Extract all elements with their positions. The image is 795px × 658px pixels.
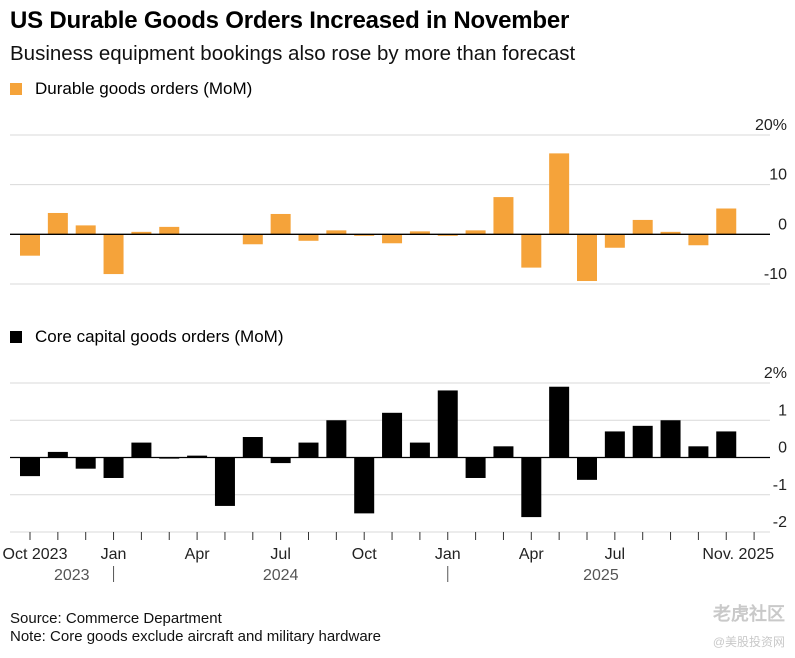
- legend-durable: Durable goods orders (MoM): [10, 79, 252, 99]
- durable-bar: [465, 230, 486, 235]
- durable-bar: [326, 230, 347, 235]
- core-bar: [465, 457, 486, 478]
- core-bar: [326, 420, 347, 458]
- core-bar: [382, 412, 403, 458]
- core-bar: [660, 420, 681, 458]
- core-bar: [270, 457, 291, 464]
- core-bar: [187, 455, 208, 458]
- core-ytick-label: 0: [778, 440, 787, 457]
- durable-bar: [632, 219, 653, 235]
- durable-ytick-label: 20%: [755, 117, 787, 134]
- core-bar: [604, 431, 625, 458]
- legend-durable-swatch: [10, 83, 22, 95]
- core-bar: [549, 386, 570, 458]
- x-year-label: 2024: [263, 567, 299, 584]
- core-bar: [20, 457, 40, 477]
- core-bar: [437, 390, 458, 458]
- x-month-label: Apr: [519, 546, 545, 563]
- core-ytick-label: -2: [773, 514, 787, 531]
- chart-subtitle: Business equipment bookings also rose by…: [10, 42, 576, 65]
- durable-bar: [688, 234, 709, 246]
- durable-bar: [577, 234, 597, 282]
- durable-bar: [409, 231, 430, 235]
- chart-title: US Durable Goods Orders Increased in Nov…: [10, 7, 570, 34]
- x-month-label: Oct 2023: [3, 546, 68, 563]
- durable-bar: [270, 213, 291, 235]
- core-bar: [409, 442, 430, 458]
- durable-bar: [159, 226, 180, 235]
- core-ytick-label: 2%: [764, 365, 787, 382]
- x-month-label: Jan: [101, 546, 127, 563]
- durable-ytick-label: 10: [769, 167, 787, 184]
- watermark-line1: 老虎社区: [713, 604, 785, 624]
- durable-bar: [298, 234, 319, 241]
- x-year-label: 2023: [54, 567, 90, 584]
- x-month-label: Nov. 2025: [702, 546, 774, 563]
- legend-durable-label: Durable goods orders (MoM): [35, 79, 253, 98]
- durable-bar: [493, 197, 514, 235]
- footnote: Note: Core goods exclude aircraft and mi…: [10, 628, 382, 645]
- durable-bar: [604, 234, 625, 248]
- core-bar: [103, 457, 124, 478]
- durable-bar: [521, 234, 542, 268]
- x-month-label: Oct: [352, 546, 377, 563]
- x-month-label: Jul: [605, 546, 625, 563]
- core-bar: [354, 457, 375, 514]
- durable-bar: [75, 225, 96, 235]
- core-bar: [47, 451, 68, 458]
- durable-ytick-label: 0: [778, 216, 787, 233]
- x-month-label: Jul: [270, 546, 290, 563]
- durable-bar: [20, 234, 40, 256]
- core-bar: [298, 442, 319, 458]
- legend-core-label: Core capital goods orders (MoM): [35, 327, 284, 346]
- durable-bar: [103, 234, 124, 275]
- durable-ytick-label: -10: [764, 266, 787, 283]
- watermark-line2: @美股投资网: [712, 635, 785, 649]
- durable-bar: [382, 234, 403, 244]
- core-bar: [131, 442, 152, 458]
- core-bar: [521, 457, 542, 518]
- watermark: 老虎社区 @美股投资网: [713, 600, 785, 656]
- core-bar: [632, 425, 653, 458]
- core-bar: [493, 446, 514, 458]
- core-bar: [214, 457, 235, 506]
- core-bar: [716, 431, 737, 458]
- core-bar: [577, 457, 597, 480]
- durable-bar: [242, 234, 263, 245]
- x-month-label: Jan: [435, 546, 461, 563]
- core-bar: [75, 457, 96, 469]
- durable-bar: [47, 212, 68, 235]
- source-note: Source: Commerce Department: [10, 610, 222, 627]
- durable-bar: [716, 208, 737, 235]
- x-year-label: 2025: [583, 567, 619, 584]
- core-bar: [242, 437, 263, 458]
- legend-core-swatch: [10, 331, 22, 343]
- core-ytick-label: 1: [778, 402, 787, 419]
- durable-bar: [660, 231, 681, 235]
- durable-bar: [437, 234, 458, 236]
- legend-core: Core capital goods orders (MoM): [10, 327, 283, 347]
- core-bar: [688, 446, 709, 458]
- durable-bar: [549, 153, 570, 235]
- x-month-label: Apr: [185, 546, 211, 563]
- durable-bar: [354, 234, 375, 236]
- core-ytick-label: -1: [773, 477, 787, 494]
- durable-bar: [131, 231, 152, 235]
